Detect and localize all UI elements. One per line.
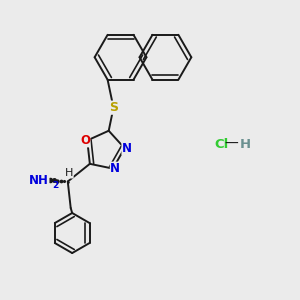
Text: H: H bbox=[65, 168, 74, 178]
Text: Cl: Cl bbox=[215, 138, 229, 151]
Text: S: S bbox=[109, 101, 118, 114]
Text: 2: 2 bbox=[52, 181, 58, 190]
Text: NH: NH bbox=[29, 173, 49, 187]
Text: N: N bbox=[110, 162, 120, 175]
Text: O: O bbox=[80, 134, 90, 147]
Text: —: — bbox=[224, 137, 238, 151]
Text: N: N bbox=[122, 142, 132, 155]
Text: H: H bbox=[240, 138, 251, 151]
